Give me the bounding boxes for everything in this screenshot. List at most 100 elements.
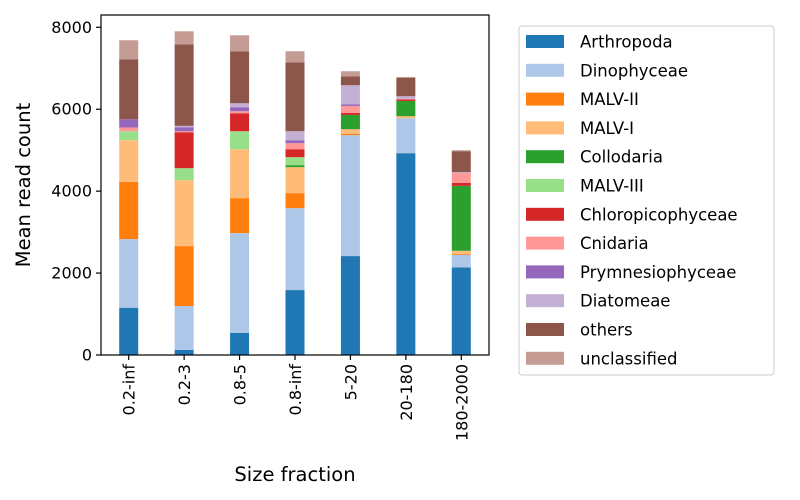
bar-segment-cnidaria-180-2000 [451,172,471,183]
bar-segment-malv-ii-0.8-5 [230,198,250,234]
bar-segment-unclassified-20-180 [396,76,416,78]
bars-group [119,31,471,355]
bar-segment-cnidaria-0.8-5 [230,111,250,114]
legend-swatch-cnidaria [526,236,564,250]
bar-segment-diatomeae-0.8-inf [285,131,305,141]
bar-segment-others-180-2000 [451,151,471,173]
x-tick-label: 5-20 [341,364,360,400]
bar-segment-prymnesiophyceae-0.2-3 [174,127,194,132]
y-axis-title: Mean read count [12,102,35,267]
legend: Arthropoda Dinophyceae MALV-II MALV-I Collod… [518,25,775,376]
bar-segment-malv-ii-0.2-3 [174,246,194,307]
x-tick-label: 20-180 [397,364,416,421]
y-tick-label: 6000 [51,100,92,119]
bar-segment-others-20-180 [396,77,416,97]
x-axis: 0.2-inf 0.2-3 0.8-5 0.8-inf 5-20 20-180 180-20… [120,355,471,441]
bar-segment-dinophyceae-0.2-inf [119,239,139,308]
bar-segment-dinophyceae-5-20 [340,135,360,257]
bar-segment-dinophyceae-180-2000 [451,254,471,268]
bar-segment-dinophyceae-0.8-5 [230,233,250,334]
bar-segment-malv-ii-5-20 [340,133,360,136]
bar-segment-malv-i-0.2-inf [119,140,139,182]
y-tick-label: 4000 [51,182,92,201]
x-tick-label: 0.2-inf [120,364,139,416]
bar-segment-others-5-20 [340,76,360,86]
legend-label-arthropoda: Arthropoda [580,33,673,52]
bar-segment-arthropoda-20-180 [396,153,416,355]
bar-segment-malv-i-20-180 [396,116,416,119]
legend-swatch-unclassified [526,351,564,365]
bar-segment-prymnesiophyceae-0.2-inf [119,119,139,128]
legend-label-chloropicophyceae: Chloropicophyceae [580,205,738,224]
bar-segment-arthropoda-180-2000 [451,267,471,355]
y-axis: 0 2000 4000 6000 8000 [51,18,101,365]
legend-label-malv-i: MALV-I [580,119,634,138]
plot-frame [100,14,490,356]
bar-segment-malv-i-180-2000 [451,250,471,254]
legend-swatch-diatomeae [526,294,564,308]
bar-segment-malv-iii-0.8-inf [285,157,305,166]
legend-label-prymnesiophyceae: Prymnesiophyceae [580,263,736,282]
bar-segment-cnidaria-0.2-3 [174,131,194,133]
legend-swatch-arthropoda [526,35,564,48]
legend-label-malv-ii: MALV-II [580,90,639,109]
legend-label-dinophyceae: Dinophyceae [580,61,688,80]
bar-segment-collodaria-0.8-inf [285,165,305,168]
bar-segment-collodaria-20-180 [396,100,416,117]
bar-segment-arthropoda-0.2-inf [119,307,139,355]
legend-label-cnidaria: Cnidaria [580,234,649,253]
x-axis-title: Size fraction [234,463,355,486]
bar-segment-unclassified-0.8-inf [285,51,305,63]
bar-segment-prymnesiophyceae-0.8-inf [285,140,305,144]
x-tick-label: 0.8-inf [286,364,305,416]
bar-segment-chloropicophyceae-20-180 [396,99,416,101]
legend-swatch-malv-i [526,121,564,135]
legend-box [518,25,775,376]
bar-segment-unclassified-0.2-3 [174,31,194,45]
bar-segment-diatomeae-20-180 [396,96,416,99]
legend-swatch-malv-iii [526,179,564,192]
legend-swatch-dinophyceae [526,63,564,77]
bar-segment-diatomeae-180-2000 [451,172,471,173]
bar-segment-malv-i-0.2-3 [174,180,194,247]
bar-segment-collodaria-180-2000 [451,185,471,251]
bar-segment-chloropicophyceae-0.8-5 [230,113,250,132]
y-tick-label: 0 [82,346,92,365]
bar-segment-dinophyceae-0.2-3 [174,306,194,351]
bar-segment-prymnesiophyceae-5-20 [340,104,360,106]
bar-segment-malv-ii-0.8-inf [285,193,305,209]
x-tick-label: 0.8-5 [231,364,250,405]
legend-swatch-malv-ii [526,92,564,106]
y-tick-label: 8000 [51,18,92,37]
bar-segment-chloropicophyceae-5-20 [340,112,360,115]
bar-segment-malv-i-0.8-inf [285,167,305,194]
bar-segment-cnidaria-5-20 [340,105,360,113]
bar-segment-others-0.8-inf [285,62,305,132]
bar-segment-collodaria-5-20 [340,114,360,130]
x-tick-label: 180-2000 [452,364,471,441]
bar-segment-arthropoda-5-20 [340,256,360,355]
bar-segment-chloropicophyceae-0.8-inf [285,149,305,158]
bar-segment-malv-iii-0.8-5 [230,131,250,150]
bar-segment-others-0.2-inf [119,59,139,120]
legend-label-diatomeae: Diatomeae [580,292,670,311]
bar-segment-malv-ii-0.2-inf [119,181,139,240]
bar-segment-diatomeae-0.8-5 [230,103,250,108]
legend-swatch-prymnesiophyceae [526,265,564,279]
bar-segment-chloropicophyceae-180-2000 [451,182,471,186]
bar-segment-diatomeae-0.2-3 [174,125,194,128]
bar-segment-others-0.8-5 [230,51,250,104]
legend-swatch-chloropicophyceae [526,207,564,221]
legend-swatch-others [526,323,564,336]
bar-segment-arthropoda-0.2-3 [174,350,194,355]
bar-segment-unclassified-5-20 [340,71,360,77]
legend-label-malv-iii: MALV-III [580,177,644,196]
bar-segment-prymnesiophyceae-0.8-5 [230,107,250,112]
bar-segment-dinophyceae-0.8-inf [285,208,305,291]
bar-segment-unclassified-180-2000 [451,150,471,152]
bar-segment-malv-iii-0.2-3 [174,168,194,181]
bar-segment-chloropicophyceae-0.2-3 [174,132,194,169]
bar-segment-cnidaria-0.8-inf [285,143,305,150]
legend-label-unclassified: unclassified [580,349,677,368]
